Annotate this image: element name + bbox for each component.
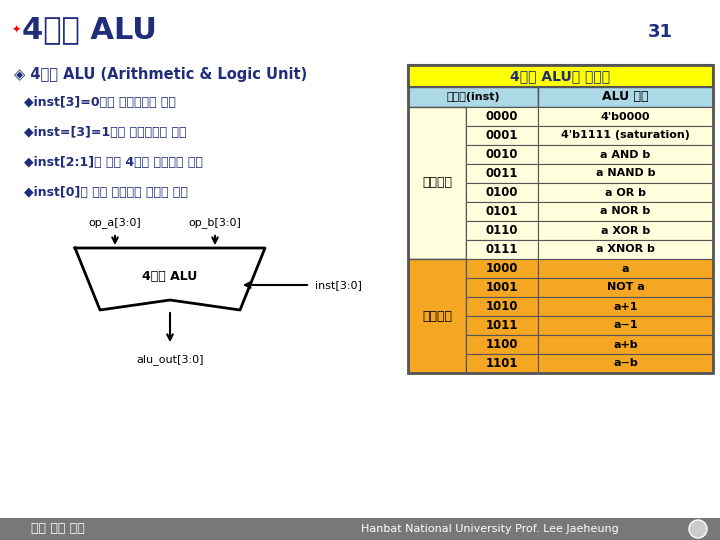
Bar bbox=[466, 145, 538, 164]
Text: 1001: 1001 bbox=[486, 281, 518, 294]
Bar bbox=[466, 126, 538, 145]
Text: 31: 31 bbox=[647, 23, 672, 41]
Text: op_b[3:0]: op_b[3:0] bbox=[189, 218, 241, 228]
Bar bbox=[538, 87, 713, 107]
Text: 명령어(inst): 명령어(inst) bbox=[446, 92, 500, 102]
Bar bbox=[466, 335, 538, 354]
Text: NOT a: NOT a bbox=[607, 282, 644, 293]
Bar bbox=[408, 87, 538, 107]
Bar bbox=[538, 202, 713, 221]
Text: a: a bbox=[622, 264, 629, 273]
Text: ◆inst[2:1]에 따라 4가지 논리연산 수행: ◆inst[2:1]에 따라 4가지 논리연산 수행 bbox=[24, 156, 203, 168]
Bar bbox=[408, 65, 713, 373]
Text: a−1: a−1 bbox=[613, 321, 638, 330]
Text: a+b: a+b bbox=[613, 340, 638, 349]
Text: a OR b: a OR b bbox=[605, 187, 646, 198]
Bar bbox=[466, 183, 538, 202]
Text: 0100: 0100 bbox=[486, 186, 518, 199]
Bar bbox=[538, 183, 713, 202]
Text: 0001: 0001 bbox=[486, 129, 518, 142]
Bar bbox=[538, 259, 713, 278]
Text: Hanbat National University Prof. Lee Jaeheung: Hanbat National University Prof. Lee Jae… bbox=[361, 524, 619, 534]
Bar bbox=[466, 297, 538, 316]
Circle shape bbox=[689, 520, 707, 538]
Text: ◆inst[0]에 따라 논리연산 결과를 반전: ◆inst[0]에 따라 논리연산 결과를 반전 bbox=[24, 186, 188, 199]
Text: 0000: 0000 bbox=[486, 110, 518, 123]
Bar bbox=[408, 65, 713, 373]
Bar bbox=[466, 316, 538, 335]
Text: 1010: 1010 bbox=[486, 300, 518, 313]
Text: 1000: 1000 bbox=[486, 262, 518, 275]
Text: a−b: a−b bbox=[613, 359, 638, 368]
Bar bbox=[538, 240, 713, 259]
Bar bbox=[466, 278, 538, 297]
Bar bbox=[538, 297, 713, 316]
Text: a AND b: a AND b bbox=[600, 150, 651, 159]
Bar bbox=[408, 65, 713, 87]
Text: ◆inst=[3]=1이면 산술연산을 수행: ◆inst=[3]=1이면 산술연산을 수행 bbox=[24, 125, 186, 138]
Bar bbox=[0, 518, 720, 540]
Text: 4'b1111 (saturation): 4'b1111 (saturation) bbox=[561, 131, 690, 140]
Bar bbox=[538, 126, 713, 145]
Text: 접역 회로 설계: 접역 회로 설계 bbox=[31, 523, 85, 536]
Bar bbox=[538, 278, 713, 297]
Text: 0111: 0111 bbox=[486, 243, 518, 256]
Bar bbox=[0, 55, 720, 57]
Bar bbox=[466, 202, 538, 221]
Text: a NAND b: a NAND b bbox=[595, 168, 655, 179]
Bar bbox=[538, 107, 713, 126]
Bar bbox=[466, 164, 538, 183]
Bar bbox=[538, 335, 713, 354]
Bar bbox=[538, 221, 713, 240]
Text: 산술연산: 산술연산 bbox=[422, 309, 452, 322]
Bar bbox=[466, 354, 538, 373]
Bar bbox=[408, 107, 466, 259]
Bar bbox=[466, 259, 538, 278]
Text: a+1: a+1 bbox=[613, 301, 638, 312]
Text: 1011: 1011 bbox=[486, 319, 518, 332]
Text: 1101: 1101 bbox=[486, 357, 518, 370]
Text: ◈ 4비트 ALU (Arithmetic & Logic Unit): ◈ 4비트 ALU (Arithmetic & Logic Unit) bbox=[14, 68, 307, 83]
Text: ✦: ✦ bbox=[12, 25, 22, 35]
Bar bbox=[466, 221, 538, 240]
Text: 0010: 0010 bbox=[486, 148, 518, 161]
Text: 논리연산: 논리연산 bbox=[422, 177, 452, 190]
Bar bbox=[408, 259, 466, 373]
Bar bbox=[538, 316, 713, 335]
Text: 0011: 0011 bbox=[486, 167, 518, 180]
Text: 4비트 ALU: 4비트 ALU bbox=[143, 269, 197, 282]
Bar bbox=[466, 107, 538, 126]
Text: ◆inst[3]=0이면 논리연산을 수행: ◆inst[3]=0이면 논리연산을 수행 bbox=[24, 96, 176, 109]
Text: 4비트 ALU: 4비트 ALU bbox=[22, 16, 157, 44]
Text: a XNOR b: a XNOR b bbox=[596, 245, 655, 254]
Text: a NOR b: a NOR b bbox=[600, 206, 651, 217]
Text: ALU 동작: ALU 동작 bbox=[602, 91, 649, 104]
Text: op_a[3:0]: op_a[3:0] bbox=[89, 218, 141, 228]
Bar bbox=[538, 164, 713, 183]
Bar bbox=[538, 354, 713, 373]
Text: 1100: 1100 bbox=[486, 338, 518, 351]
Text: inst[3:0]: inst[3:0] bbox=[315, 280, 362, 290]
Text: a XOR b: a XOR b bbox=[601, 226, 650, 235]
Text: 4'b0000: 4'b0000 bbox=[600, 111, 650, 122]
Text: 0110: 0110 bbox=[486, 224, 518, 237]
Text: 0101: 0101 bbox=[486, 205, 518, 218]
Text: 4비트 ALU의 명령어: 4비트 ALU의 명령어 bbox=[510, 69, 611, 83]
Bar bbox=[466, 240, 538, 259]
Bar bbox=[538, 145, 713, 164]
Text: alu_out[3:0]: alu_out[3:0] bbox=[136, 355, 204, 366]
